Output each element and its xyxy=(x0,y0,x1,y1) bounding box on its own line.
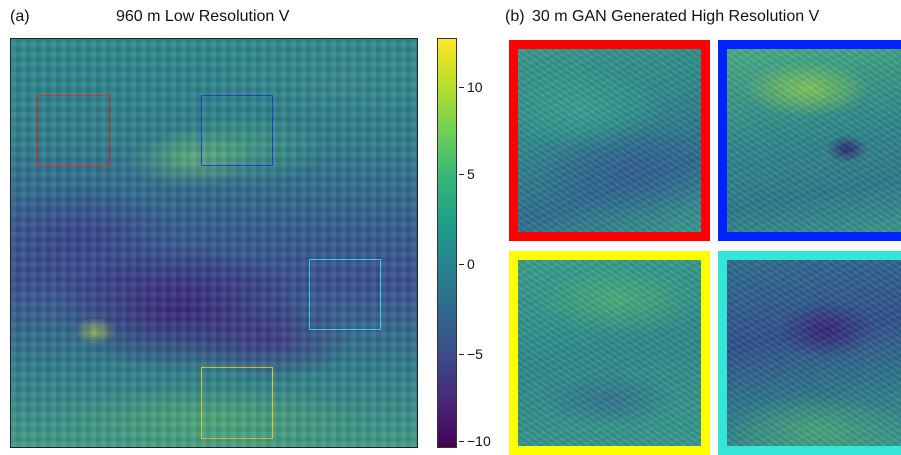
panel-b-title: 30 m GAN Generated High Resolution V xyxy=(532,8,820,25)
roi-box-yellow xyxy=(201,367,273,439)
colorbar-tick xyxy=(459,174,464,175)
panel-a-title: 960 m Low Resolution V xyxy=(116,8,290,25)
low-resolution-map xyxy=(10,38,418,448)
colorbar-tick xyxy=(459,264,464,265)
colorbar-tick xyxy=(459,87,464,88)
colorbar-tick-label: 0 xyxy=(467,256,475,272)
colorbar-tick-label: −5 xyxy=(467,346,483,362)
colorbar: 10 5 0 −5 −10 xyxy=(437,38,491,448)
colorbar-tick-label: 10 xyxy=(467,79,483,95)
colorbar-tick-label: −10 xyxy=(467,433,491,449)
colorbar-tick-label: 5 xyxy=(467,166,475,182)
colorbar-tick xyxy=(459,441,464,442)
hr-tile-red xyxy=(509,40,710,241)
colorbar-tick xyxy=(459,354,464,355)
roi-box-cyan xyxy=(309,259,381,330)
roi-box-blue xyxy=(201,95,273,166)
roi-box-red xyxy=(37,95,110,166)
hr-tile-cyan xyxy=(718,251,901,455)
hr-tile-blue xyxy=(718,40,901,241)
panel-b-label: (b) xyxy=(505,8,525,25)
panel-a-label: (a) xyxy=(10,8,30,25)
hr-tile-yellow xyxy=(509,251,710,455)
